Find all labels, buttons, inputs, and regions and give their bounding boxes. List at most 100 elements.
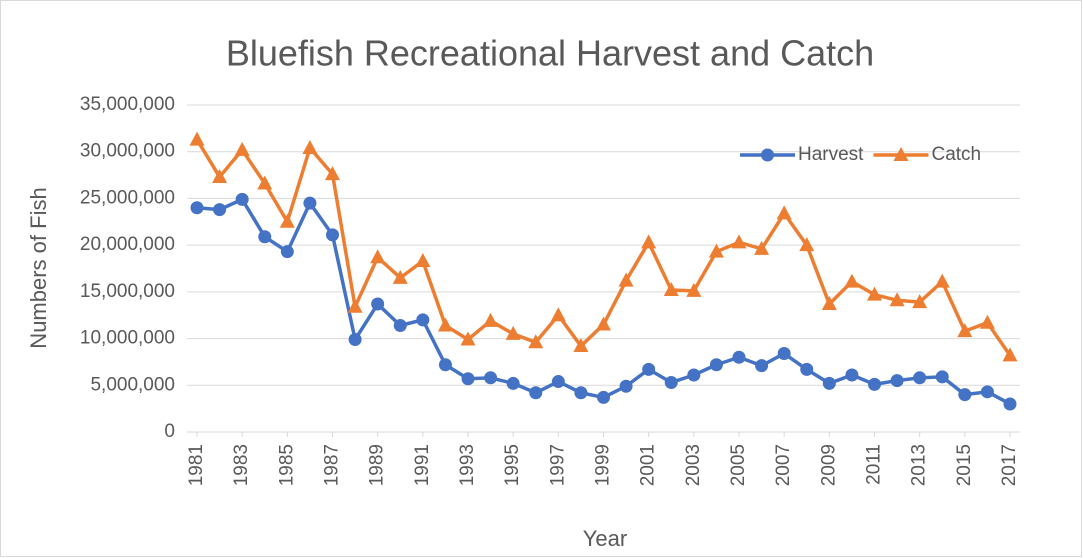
legend-marker	[893, 147, 909, 161]
data-point	[890, 374, 904, 388]
x-tick-label: 1999	[593, 444, 614, 486]
x-tick-label: 1991	[412, 444, 433, 486]
x-tick-label: 2015	[954, 444, 975, 486]
data-point	[280, 245, 294, 259]
data-point	[573, 338, 589, 353]
data-point	[460, 331, 476, 346]
x-tick-label: 2003	[683, 444, 704, 486]
data-point	[325, 166, 340, 181]
x-tick-label: 1983	[231, 444, 252, 486]
data-point	[415, 253, 431, 268]
data-point	[732, 350, 746, 364]
data-point	[234, 141, 250, 156]
x-tick-label: 1993	[457, 444, 478, 486]
data-point	[709, 358, 723, 372]
data-point	[1002, 347, 1018, 362]
data-point	[257, 175, 273, 190]
x-tick-label: 2009	[818, 444, 839, 486]
x-tick-label: 1995	[502, 444, 523, 486]
data-point	[416, 313, 430, 327]
data-point	[755, 359, 769, 373]
data-point	[550, 307, 566, 322]
data-point	[370, 249, 386, 264]
data-point	[957, 323, 973, 338]
y-tick-label: 0	[164, 421, 175, 442]
data-point	[754, 240, 770, 255]
data-point	[800, 362, 814, 376]
data-point	[461, 372, 475, 386]
data-point	[393, 318, 407, 332]
data-point	[303, 196, 317, 210]
data-point	[912, 294, 928, 309]
x-tick-label: 1989	[367, 444, 388, 486]
data-point	[821, 296, 837, 311]
data-point	[1003, 397, 1017, 411]
data-point	[867, 286, 882, 301]
x-tick-label: 1985	[276, 444, 297, 486]
x-tick-label: 2001	[638, 444, 659, 486]
data-point	[913, 371, 927, 385]
chart-title: Bluefish Recreational Harvest and Catch	[226, 33, 874, 74]
x-tick-label: 2011	[864, 444, 885, 485]
data-point	[551, 375, 565, 389]
data-point	[438, 358, 452, 372]
data-point	[777, 347, 791, 361]
y-tick-label: 30,000,000	[80, 141, 175, 162]
x-tick-label: 1997	[547, 444, 568, 486]
x-tick-label: 2013	[909, 444, 930, 486]
data-point	[302, 139, 318, 154]
data-point	[663, 281, 679, 296]
data-point	[934, 273, 950, 288]
data-point	[189, 131, 205, 146]
data-point	[258, 230, 272, 244]
y-axis-title: Numbers of Fish	[26, 187, 51, 348]
y-tick-label: 15,000,000	[80, 281, 175, 302]
data-point	[958, 388, 972, 402]
data-point	[596, 316, 611, 331]
data-point	[212, 168, 228, 183]
data-point	[980, 385, 994, 399]
data-point	[731, 234, 747, 249]
data-point	[190, 201, 204, 215]
data-point	[279, 213, 295, 228]
data-point	[213, 203, 227, 217]
x-tick-label: 2007	[773, 444, 794, 486]
x-axis-title: Year	[583, 526, 627, 551]
data-point	[708, 243, 724, 258]
data-point	[484, 371, 498, 385]
data-point	[235, 192, 249, 206]
data-point	[889, 292, 905, 307]
data-point	[528, 334, 544, 349]
x-tick-label: 2017	[999, 444, 1020, 486]
data-point	[529, 386, 543, 400]
data-point	[597, 390, 610, 404]
data-point	[574, 386, 588, 400]
data-point	[326, 228, 339, 242]
data-point	[437, 317, 453, 332]
x-tick-label: 1981	[186, 444, 207, 486]
data-point	[347, 298, 363, 313]
data-point	[799, 237, 815, 252]
data-point	[483, 312, 499, 327]
data-point	[687, 368, 701, 382]
data-point	[505, 325, 521, 340]
data-point	[664, 375, 678, 389]
data-point	[506, 376, 520, 390]
data-point	[618, 272, 634, 287]
y-tick-label: 35,000,000	[80, 94, 175, 115]
y-tick-label: 5,000,000	[90, 374, 175, 395]
data-point	[392, 269, 408, 284]
x-tick-label: 1987	[322, 444, 343, 486]
data-point	[642, 362, 656, 376]
legend-label: Harvest	[798, 144, 864, 165]
data-point	[348, 333, 362, 347]
legend-label: Catch	[931, 144, 981, 165]
x-tick-label: 2005	[728, 444, 749, 486]
data-point	[371, 297, 385, 311]
data-point	[619, 379, 633, 393]
data-point	[776, 205, 792, 220]
y-tick-label: 10,000,000	[80, 328, 175, 349]
data-point	[641, 234, 657, 249]
data-point	[979, 314, 995, 329]
